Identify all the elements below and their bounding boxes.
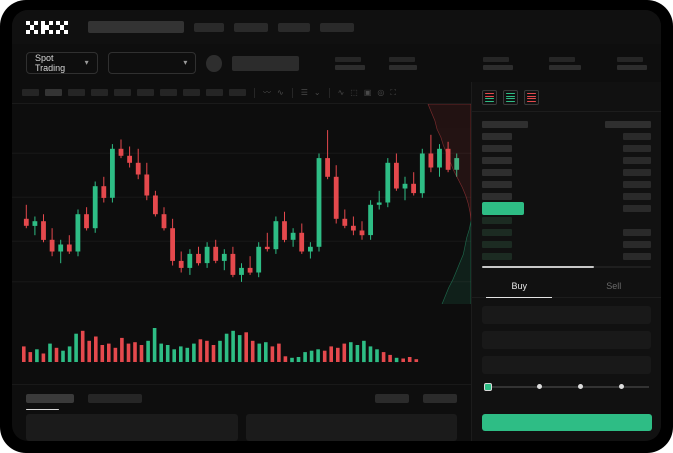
app-screen: Spot Trading ▾ ▾ [12,10,661,441]
trading-mode-label: Spot Trading [35,53,66,73]
camera-icon[interactable]: ▣ [363,87,372,97]
order-amount-field[interactable] [482,331,651,349]
orderbook-mode-both-icon[interactable] [482,90,497,105]
alert-icon[interactable]: ☰ [300,87,308,97]
pair-coin-avatar [206,54,222,72]
timeframe-5[interactable] [114,89,131,96]
top-navigation-bar [12,10,661,44]
indicator-icon[interactable]: 〰 [263,87,271,97]
slider-track [484,386,649,388]
order-price-field[interactable] [482,306,651,324]
toolbar-divider [254,87,255,98]
tab-open-orders[interactable] [26,394,74,410]
slider-handle[interactable] [484,383,492,391]
nav-item-3[interactable] [278,22,310,32]
orderbook-ask-row[interactable] [482,142,651,154]
timeframe-8[interactable] [183,89,200,96]
orderbook-amount-header [605,120,651,128]
candlestick-chart[interactable] [12,104,471,304]
stat-1 [335,56,366,70]
tab-order-history[interactable] [88,394,142,403]
timeframe-4[interactable] [91,89,108,96]
bottom-panels [12,414,471,441]
chevron-down-icon: ▾ [183,58,188,67]
bottom-panel-2[interactable] [245,414,457,441]
orderbook-ask-row[interactable] [482,154,651,166]
stat-2 [389,56,418,70]
tab-sell[interactable]: Sell [606,281,622,291]
orderbook-bid-row[interactable] [482,226,651,238]
timeframe-2[interactable] [45,89,62,96]
orderbook-header [482,118,651,130]
bottom-panel-1[interactable] [26,414,238,441]
buy-sell-tabs: Buy Sell [472,274,661,298]
fullscreen-icon[interactable]: ⛶ [390,87,396,97]
bottom-action-2[interactable] [423,394,457,403]
slider-step-2[interactable] [578,384,584,389]
nav-item-4[interactable] [320,22,354,32]
bottom-action-1[interactable] [375,394,409,403]
orderbook-ask-row[interactable] [482,178,651,190]
orderbook-mode-asks-icon[interactable] [524,90,539,105]
nav-item-2[interactable] [234,22,268,32]
orderbook-bid-row[interactable] [482,250,651,262]
orders-tabbar [12,384,471,412]
drawing-icon[interactable]: ∿ [337,87,345,97]
timeframe-10[interactable] [229,89,246,96]
volume-histogram [12,304,471,384]
orderbook-last-price-row [482,201,651,215]
magnet-icon[interactable]: ⬚ [350,87,358,97]
timeframe-6[interactable] [137,89,154,96]
compare-icon[interactable]: ∿ [277,87,284,97]
search-input[interactable] [88,21,184,33]
orderbook-scrollbar[interactable] [482,266,651,268]
okx-logo[interactable] [26,20,68,34]
chevron-down-icon: ▾ [84,58,89,67]
last-price-highlight [482,201,524,215]
nav-item-1[interactable] [194,22,224,32]
submit-buy-button[interactable] [482,414,652,431]
stat-3 [483,56,514,70]
slider-step-3[interactable] [619,384,625,389]
order-total-field[interactable] [482,356,651,374]
timeframe-9[interactable] [206,89,223,96]
orderbook-ask-row[interactable] [482,166,651,178]
order-amount-slider[interactable] [484,381,649,393]
stat-5 [617,56,648,70]
pair-selector[interactable]: ▾ [107,52,197,74]
trading-mode-selector[interactable]: Spot Trading ▾ [26,52,98,74]
market-subheader: Spot Trading ▾ ▾ [12,44,661,82]
slider-step-1[interactable] [536,384,542,389]
toolbar-divider [328,87,330,98]
orderbook-ask-row[interactable] [482,130,651,142]
orderbook-bid-row[interactable] [482,238,651,250]
orderbook-ask-row[interactable] [482,190,651,202]
orderbook [472,112,661,262]
chart-toolbar: 〰 ∿ ☰ ⌄ ∿ ⬚ ▣ ◎ ⛶ [12,82,471,104]
order-form-fields [472,298,661,374]
orderbook-mode-bids-icon[interactable] [503,90,518,105]
chart-type-icon[interactable]: ⌄ [313,87,321,97]
last-price-display [231,55,300,71]
timeframe-7[interactable] [160,89,177,96]
tab-buy[interactable]: Buy [472,274,567,298]
settings-icon[interactable]: ◎ [377,87,385,97]
timeframe-3[interactable] [68,89,85,96]
trade-sidebar: Buy Sell [471,82,661,441]
orderbook-price-header [482,120,528,128]
orderbook-mode-switcher [472,82,661,112]
orderbook-bid-row[interactable] [482,214,651,226]
timeframe-1[interactable] [22,89,39,96]
toolbar-divider [291,87,293,98]
stat-4 [549,56,582,70]
